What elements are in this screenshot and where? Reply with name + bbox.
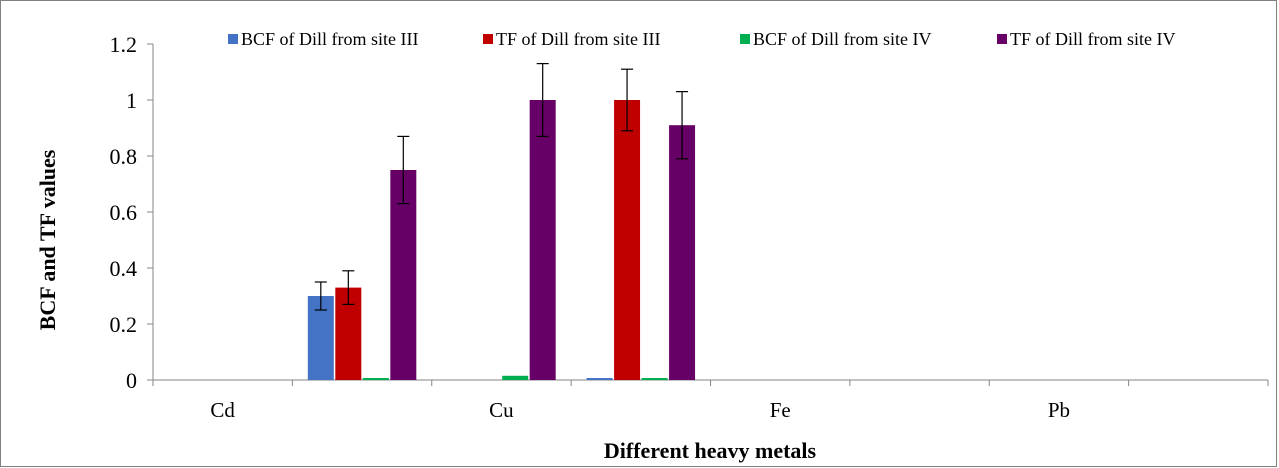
bar-min-marker — [641, 378, 668, 380]
legend-swatch — [483, 34, 493, 44]
legend-swatch — [740, 34, 750, 44]
x-tick-label: Fe — [770, 398, 791, 422]
x-axis-title: Different heavy metals — [604, 438, 817, 463]
legend-label: TF of Dill from site III — [496, 29, 660, 49]
legend-swatch — [997, 34, 1007, 44]
legend-label: BCF of Dill from site IV — [753, 29, 932, 49]
legend: BCF of Dill from site III TF of Dill from… — [228, 29, 1175, 49]
bar — [390, 170, 417, 380]
x-tick-label: Cd — [210, 398, 235, 422]
bar-min-marker — [362, 378, 389, 380]
plot-area: 0 0.2 0.4 0.6 0.8 1 1.2 Cd Cu Fe Pb — [110, 32, 1269, 422]
legend-label: TF of Dill from site IV — [1010, 29, 1175, 49]
bar — [502, 375, 529, 380]
y-tick-label: 0.2 — [110, 312, 138, 337]
y-tick-label: 0 — [126, 368, 137, 393]
legend-swatch — [228, 34, 238, 44]
bar — [614, 100, 641, 380]
y-tick-label: 0.8 — [110, 144, 138, 169]
bar — [669, 125, 696, 380]
x-tick-label: Cu — [489, 398, 514, 422]
y-axis-title: BCF and TF values — [35, 149, 60, 330]
y-tick-label: 0.6 — [110, 200, 138, 225]
x-tick-label: Pb — [1048, 398, 1070, 422]
legend-label: BCF of Dill from site III — [241, 29, 419, 49]
y-tick-label: 0.4 — [110, 256, 138, 281]
y-tick-label: 1 — [126, 88, 137, 113]
y-tick-label: 1.2 — [110, 32, 138, 57]
bar — [529, 100, 556, 380]
bar-min-marker — [586, 378, 613, 380]
